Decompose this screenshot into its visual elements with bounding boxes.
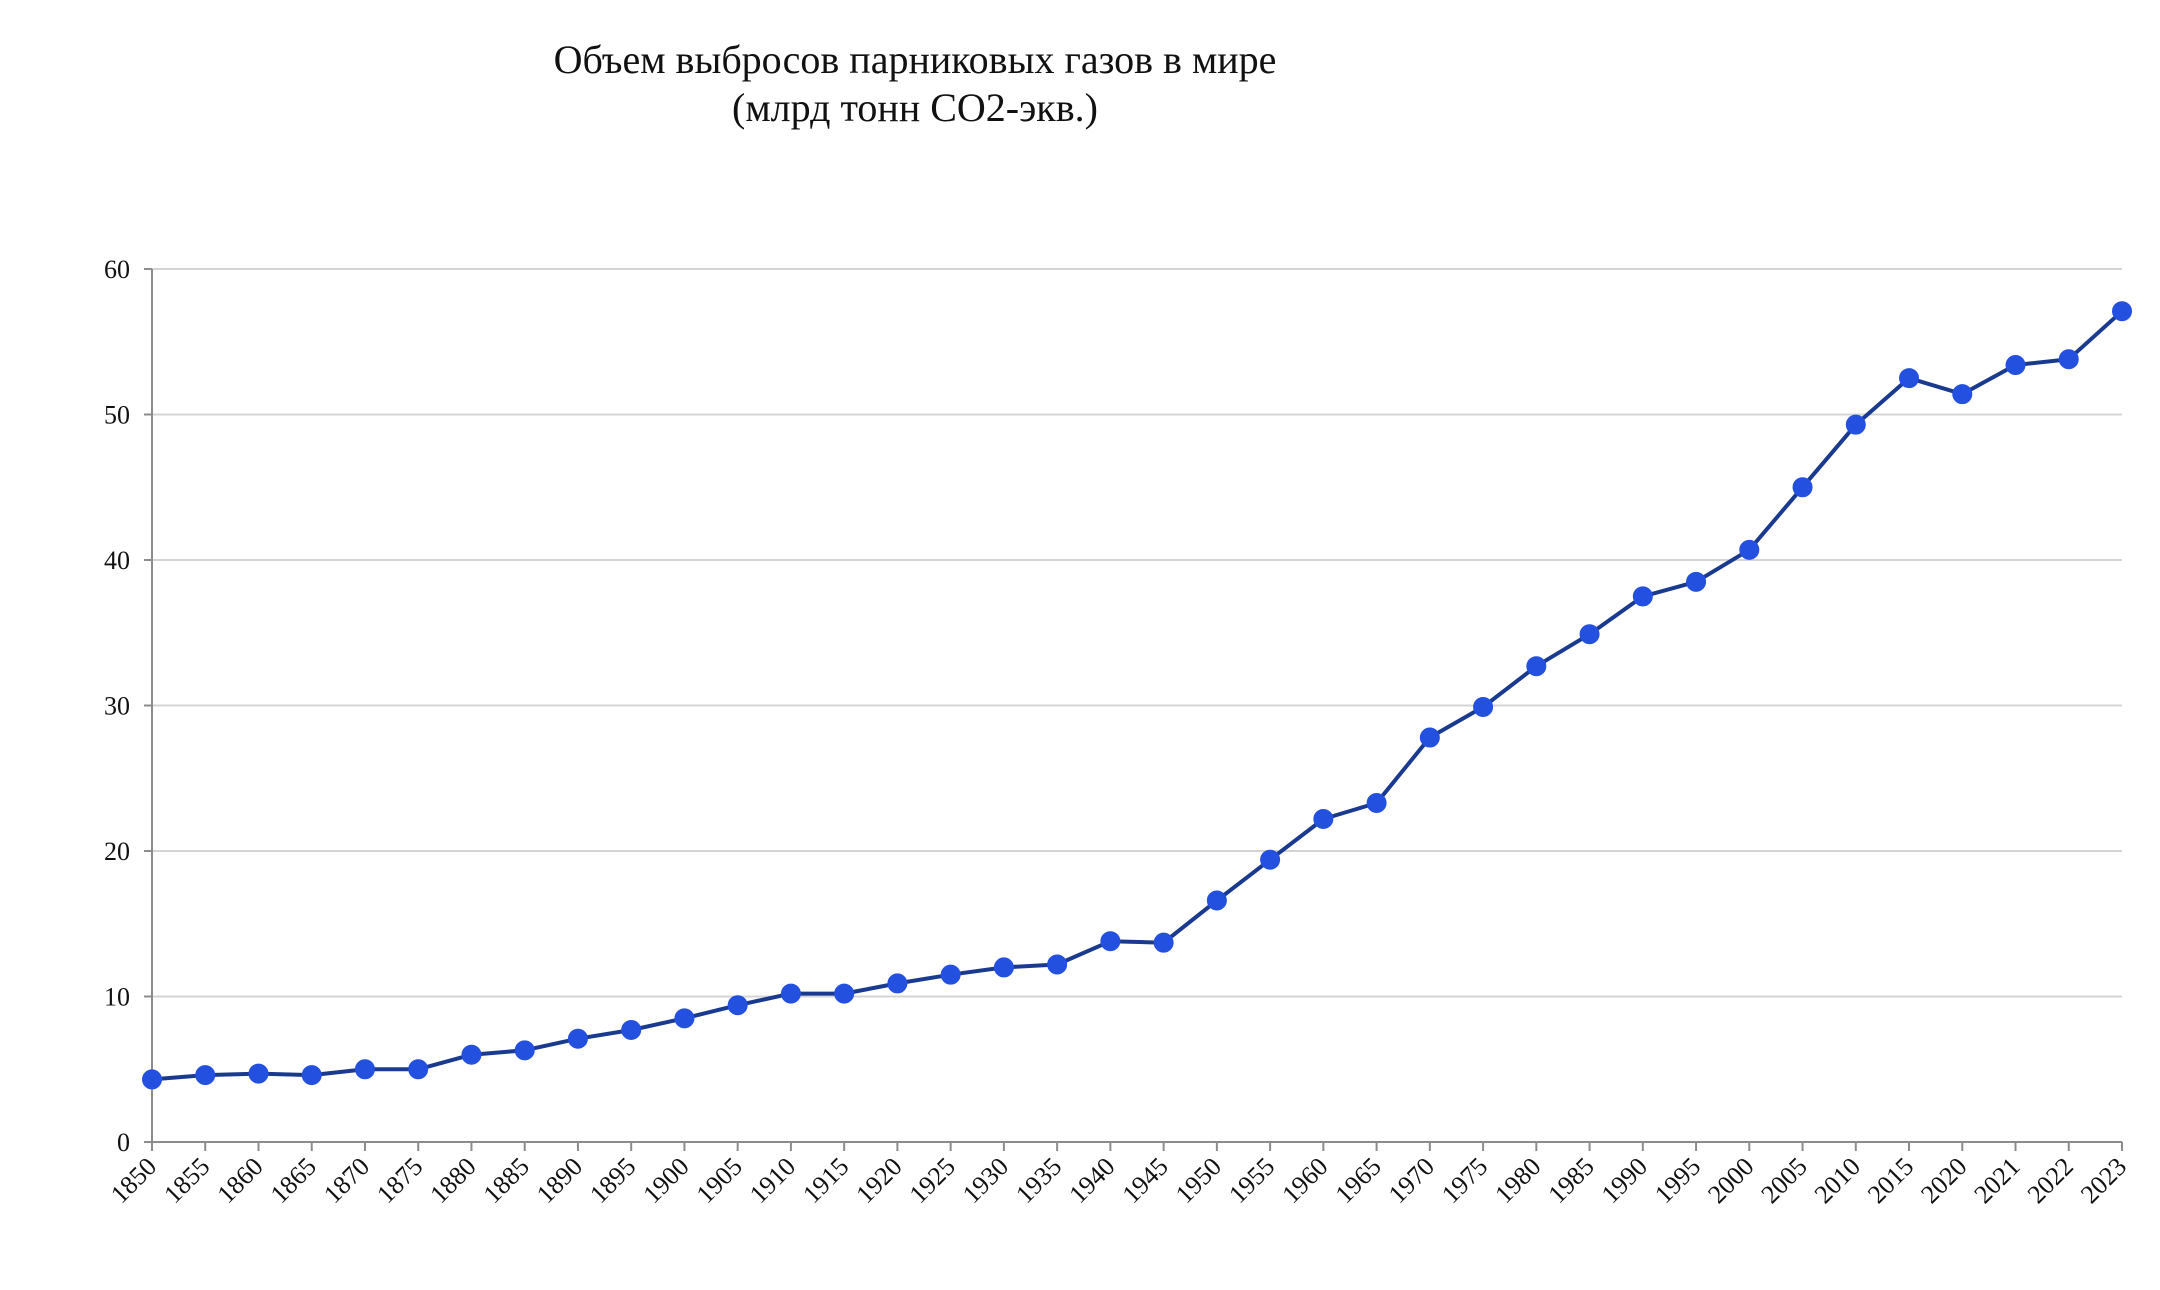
grid-lines <box>152 268 2122 998</box>
data-point-1985 <box>1579 624 1600 645</box>
x-tick-label: 1920 <box>850 1152 907 1209</box>
x-tick-label: 1880 <box>424 1152 481 1209</box>
data-point-1940 <box>1100 931 1121 952</box>
data-point-1890 <box>567 1028 588 1049</box>
x-tick-label: 1980 <box>1489 1152 1546 1209</box>
x-tick-label: 2020 <box>1915 1152 1972 1209</box>
data-point-1865 <box>301 1065 322 1086</box>
x-tick-label: 2005 <box>1756 1152 1813 1209</box>
data-point-1910 <box>780 983 801 1004</box>
x-tick-label: 1860 <box>211 1152 268 1209</box>
x-tick-label: 2023 <box>2075 1152 2132 1209</box>
data-point-2022 <box>2058 349 2079 370</box>
data-point-2021 <box>2005 355 2026 376</box>
x-tick-label: 1875 <box>371 1152 428 1209</box>
data-point-1895 <box>621 1019 642 1040</box>
x-tick-label: 1975 <box>1436 1152 1493 1209</box>
x-tick-label: 1995 <box>1649 1152 1706 1209</box>
data-point-1990 <box>1632 586 1653 607</box>
data-point-1915 <box>834 983 855 1004</box>
data-point-2010 <box>1845 414 1866 435</box>
data-point-1950 <box>1206 890 1227 911</box>
data-point-1925 <box>940 964 961 985</box>
data-point-1970 <box>1419 727 1440 748</box>
data-point-2005 <box>1792 477 1813 498</box>
x-tick-label: 1905 <box>691 1152 748 1209</box>
x-tick-labels: 1850185518601865187018751880188518901895… <box>105 1152 2132 1209</box>
y-tick-label: 10 <box>104 983 130 1012</box>
chart-subtitle: (млрд тонн СО2-экв.) <box>732 85 1098 130</box>
x-tick-label: 1855 <box>158 1152 215 1209</box>
x-tick-label: 1985 <box>1543 1152 1600 1209</box>
data-point-1885 <box>514 1040 535 1061</box>
x-tick-label: 2021 <box>1968 1152 2025 1209</box>
x-tick-label: 1850 <box>105 1152 162 1209</box>
x-tick-label: 1970 <box>1383 1152 1440 1209</box>
x-tick-label: 1930 <box>957 1152 1014 1209</box>
y-tick-label: 0 <box>117 1128 130 1157</box>
data-point-1980 <box>1526 656 1547 677</box>
data-point-2020 <box>1952 384 1973 405</box>
x-tick-label: 1945 <box>1117 1152 1174 1209</box>
x-tick-label: 1890 <box>531 1152 588 1209</box>
x-tick-label: 1895 <box>584 1152 641 1209</box>
x-tick-label: 1950 <box>1170 1152 1227 1209</box>
x-tick-label: 2015 <box>1862 1152 1919 1209</box>
x-tick-label: 1910 <box>744 1152 801 1209</box>
chart-title-block: Объем выбросов парниковых газов в мире (… <box>0 36 1830 132</box>
chart-title: Объем выбросов парниковых газов в мире <box>553 37 1277 82</box>
x-tick-label: 2010 <box>1809 1152 1866 1209</box>
data-point-1855 <box>195 1065 216 1086</box>
x-tick-label: 1935 <box>1010 1152 1067 1209</box>
y-tick-label: 40 <box>104 546 130 575</box>
x-tick-label: 1960 <box>1276 1152 1333 1209</box>
data-point-1960 <box>1313 808 1334 829</box>
y-tick-label: 30 <box>104 692 130 721</box>
data-point-2023 <box>2112 301 2132 322</box>
y-tick-labels: 0 10 20 30 40 50 60 <box>104 255 130 1157</box>
data-point-2000 <box>1739 539 1760 560</box>
data-point-1880 <box>461 1044 482 1065</box>
y-tick-label: 50 <box>104 401 130 430</box>
data-point-1900 <box>674 1008 695 1029</box>
data-point-1955 <box>1260 849 1281 870</box>
data-point-1945 <box>1153 932 1174 953</box>
x-tick-label: 1900 <box>637 1152 694 1209</box>
x-tick-label: 2022 <box>2022 1152 2079 1209</box>
x-tick-label: 1915 <box>797 1152 854 1209</box>
data-point-1965 <box>1366 792 1387 813</box>
x-tick-label: 1885 <box>478 1152 535 1209</box>
data-point-1875 <box>408 1059 429 1080</box>
data-point-1870 <box>354 1059 375 1080</box>
x-tick-label: 2000 <box>1702 1152 1759 1209</box>
data-point-1920 <box>887 973 908 994</box>
data-point-1860 <box>248 1063 269 1084</box>
data-point-1995 <box>1686 571 1707 592</box>
data-point-1930 <box>993 957 1014 978</box>
data-point-1850 <box>142 1069 162 1090</box>
x-tick-label: 1965 <box>1330 1152 1387 1209</box>
x-tick-label: 1940 <box>1063 1152 1120 1209</box>
y-tick-label: 20 <box>104 837 130 866</box>
y-tick-label: 60 <box>104 255 130 284</box>
series-line <box>151 309 2124 1082</box>
data-point-1975 <box>1473 696 1494 717</box>
data-point-1905 <box>727 995 748 1016</box>
data-point-1935 <box>1047 954 1068 975</box>
axes <box>144 268 2123 1151</box>
x-tick-label: 1870 <box>318 1152 375 1209</box>
x-tick-label: 1865 <box>265 1152 322 1209</box>
x-tick-label: 1990 <box>1596 1152 1653 1209</box>
series-emissions <box>142 301 2132 1090</box>
x-tick-label: 1955 <box>1223 1152 1280 1209</box>
x-tick-label: 1925 <box>904 1152 961 1209</box>
data-point-2015 <box>1899 368 1920 389</box>
